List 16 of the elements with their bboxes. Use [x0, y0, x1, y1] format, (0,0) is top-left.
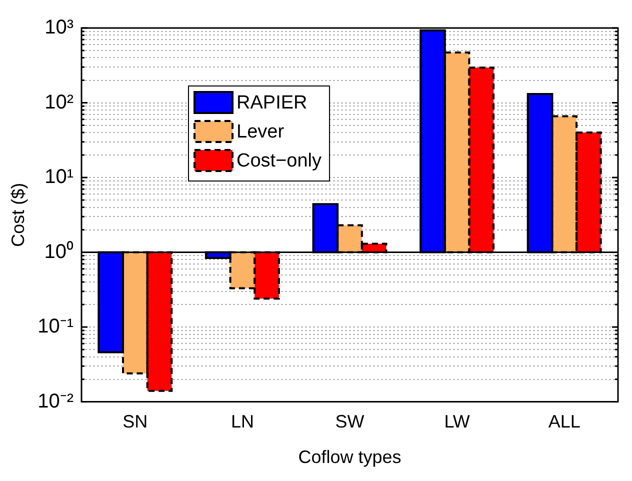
y-tick-label: 10²: [44, 91, 74, 114]
legend-label: Cost−only: [236, 150, 322, 172]
legend-label: RAPIER: [236, 92, 308, 114]
y-tick-label: 10⁻¹: [38, 316, 74, 338]
legend-label: Lever: [236, 122, 285, 143]
y-tick-label: 10⁻²: [38, 390, 74, 412]
x-tick-label: ALL: [548, 412, 580, 432]
x-axis-title: Coflow types: [298, 447, 402, 468]
y-tick-label: 10³: [44, 16, 74, 39]
y-tick-label: 10⁰: [44, 240, 74, 263]
x-tick-label: LN: [230, 412, 254, 432]
y-tick-label: 10¹: [44, 166, 74, 188]
x-tick-label: SW: [335, 412, 364, 432]
y-axis-title: Cost ($): [8, 182, 28, 247]
x-tick-label: LW: [444, 412, 470, 432]
x-tick-label: SN: [122, 412, 148, 432]
